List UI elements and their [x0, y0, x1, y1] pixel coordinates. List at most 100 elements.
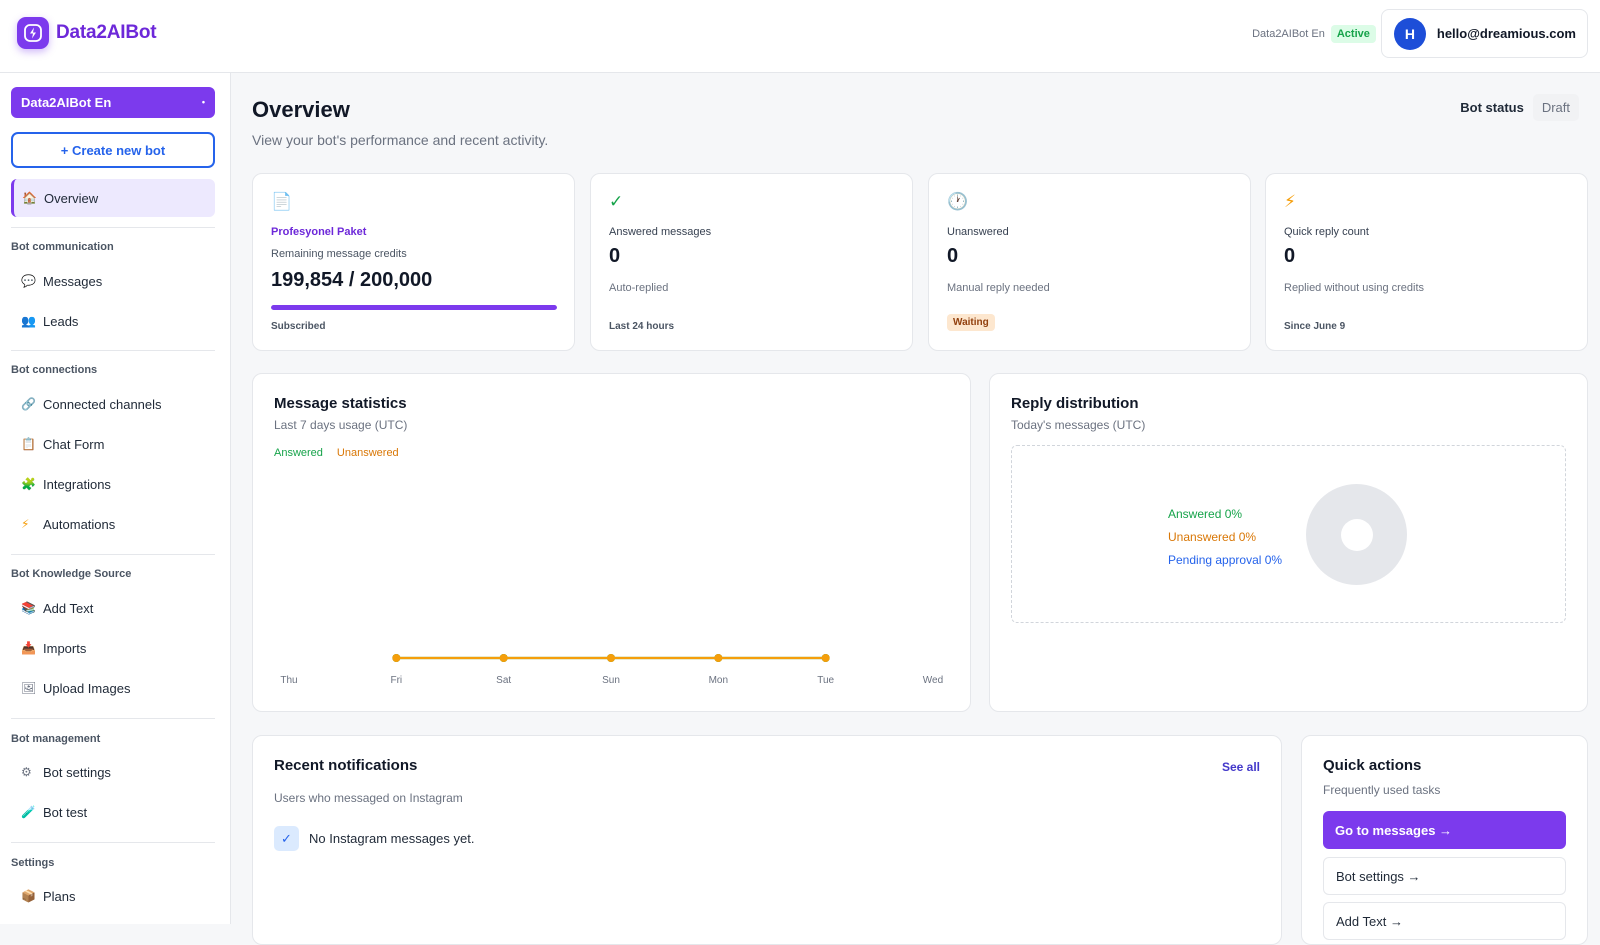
go-to-messages-button[interactable]: Go to messages → [1323, 811, 1566, 849]
add-text-button[interactable]: Add Text → [1323, 902, 1566, 940]
data-point-unanswered[interactable] [607, 654, 615, 662]
bot-selector-label: Data2AIBot En [21, 95, 112, 110]
chart-legend: Answered Unanswered [274, 447, 399, 459]
data-point-unanswered[interactable] [499, 654, 508, 662]
section-bot-connections: Bot connections [11, 364, 98, 376]
lightning-icon: ⚡ [1284, 192, 1296, 211]
divider [11, 842, 215, 843]
section-bot-management: Bot management [11, 733, 101, 745]
document-icon: 📄 [271, 192, 293, 211]
sidebar-item-add-text[interactable]: 📚 Add Text [11, 589, 215, 627]
page-subtitle: View your bot's performance and recent a… [252, 132, 549, 148]
notifications-empty-text: No Instagram messages yet. [309, 831, 475, 846]
x-tick-label: Fri [390, 675, 402, 686]
sidebar-item-label: Imports [43, 640, 87, 656]
sidebar-item-integrations[interactable]: 🧩 Integrations [11, 465, 215, 503]
credits-label: Remaining message credits [271, 248, 407, 260]
sidebar-item-plans[interactable]: 📦 Plans [11, 877, 215, 915]
house-icon: 🏠 [22, 191, 37, 205]
sidebar: Data2AIBot En • + Create new bot 🏠 Overv… [0, 73, 231, 924]
bot-status-value[interactable]: Draft [1532, 94, 1579, 121]
reply-distribution-title: Reply distribution [1011, 395, 1139, 412]
image-icon: 🖼 [21, 681, 37, 695]
unanswered-value: 0 [947, 245, 959, 267]
sidebar-item-messages[interactable]: 💬 Messages [11, 262, 215, 300]
credits-progress-fill [271, 305, 557, 310]
unanswered-label: Unanswered [947, 226, 1009, 238]
checkmark-icon: ✓ [609, 192, 624, 211]
answered-sub: Auto-replied [609, 282, 669, 294]
answered-label: Answered messages [609, 226, 712, 238]
users-icon: 👥 [21, 314, 36, 328]
section-bot-communication: Bot communication [11, 241, 114, 253]
page-title: Overview [252, 97, 350, 122]
package-icon: 📦 [21, 889, 36, 903]
gear-icon: ⚙ [21, 765, 32, 779]
message-statistics-card: Message statistics Last 7 days usage (UT… [252, 373, 971, 712]
lightning-icon: ⚡ [21, 517, 30, 531]
brand-logo-icon [17, 17, 49, 49]
donut-chart [1306, 484, 1407, 585]
x-tick-label: Sat [496, 675, 511, 686]
distribution-box: Answered 0% Unanswered 0% Pending approv… [1011, 445, 1566, 623]
notifications-subtitle: Users who messaged on Instagram [274, 791, 463, 805]
sidebar-item-label: Connected channels [43, 396, 162, 412]
section-knowledge-source: Bot Knowledge Source [11, 568, 132, 580]
create-bot-button[interactable]: + Create new bot [11, 132, 215, 168]
sidebar-item-label: Automations [43, 516, 116, 532]
notifications-title: Recent notifications [274, 757, 418, 774]
legend-answered[interactable]: Answered [274, 447, 323, 459]
check-icon: ✓ [274, 826, 299, 851]
reply-distribution-subtitle: Today's messages (UTC) [1011, 418, 1146, 432]
sidebar-item-connected-channels[interactable]: 🔗 Connected channels [11, 385, 215, 423]
sidebar-item-chat-form[interactable]: 📋 Chat Form [11, 425, 215, 463]
link-icon: 🔗 [21, 397, 36, 411]
notification-empty-row: ✓ No Instagram messages yet. [274, 826, 474, 851]
waiting-badge: Waiting [947, 314, 995, 331]
user-menu[interactable]: H hello@dreamious.com [1380, 9, 1588, 58]
top-right: Data2AIBot En Active H hello@dreamious.c… [1252, 9, 1588, 58]
quick-actions-subtitle: Frequently used tasks [1323, 783, 1441, 797]
quick-reply-footer: Since June 9 [1284, 321, 1346, 332]
bot-selector[interactable]: Data2AIBot En • [11, 87, 215, 118]
form-icon: 📋 [21, 437, 36, 451]
answered-card: ✓ Answered messages 0 Auto-replied Last … [590, 173, 913, 351]
sidebar-item-label: Leads [43, 313, 79, 329]
clock-icon: 🕐 [947, 192, 969, 211]
quick-actions-card: Quick actions Frequently used tasks Go t… [1301, 735, 1588, 945]
unanswered-sub: Manual reply needed [947, 282, 1050, 294]
sidebar-item-upload-images[interactable]: 🖼 Upload Images [11, 669, 215, 707]
unanswered-card: 🕐 Unanswered 0 Manual reply needed Waiti… [928, 173, 1251, 351]
sidebar-item-bot-test[interactable]: 🧪 Bot test [11, 793, 215, 831]
bot-settings-button[interactable]: Bot settings → [1323, 857, 1566, 895]
message-statistics-title: Message statistics [274, 395, 407, 412]
data-point-unanswered[interactable] [821, 654, 830, 662]
donut-hole [1340, 518, 1373, 551]
data-point-unanswered[interactable] [392, 654, 401, 662]
quick-reply-card: ⚡ Quick reply count 0 Replied without us… [1265, 173, 1588, 351]
divider [11, 554, 215, 555]
quick-actions-title: Quick actions [1323, 757, 1422, 774]
sidebar-item-bot-settings[interactable]: ⚙ Bot settings [11, 753, 215, 791]
sidebar-item-automations[interactable]: ⚡ Automations [11, 505, 215, 543]
bot-status-label: Bot status [1460, 100, 1524, 115]
dropdown-dot-icon: • [201, 97, 205, 107]
divider [11, 718, 215, 719]
see-all-link[interactable]: See all [1221, 760, 1260, 774]
x-tick-label: Wed [923, 675, 943, 686]
sidebar-item-overview[interactable]: 🏠 Overview [11, 179, 215, 217]
top-bar: Data2AIBot Data2AIBot En Active H hello@… [0, 0, 1600, 73]
brand[interactable]: Data2AIBot [17, 17, 157, 49]
sidebar-item-label: Integrations [43, 476, 111, 492]
avatar: H [1393, 17, 1426, 50]
legend-unanswered[interactable]: Unanswered [336, 447, 399, 459]
distribution-unanswered: Unanswered 0% [1168, 530, 1257, 544]
sidebar-item-leads[interactable]: 👥 Leads [11, 302, 215, 340]
inbox-tray-icon: 📥 [21, 641, 36, 655]
answered-footer: Last 24 hours [609, 321, 675, 332]
sidebar-item-imports[interactable]: 📥 Imports [11, 629, 215, 667]
divider [11, 227, 215, 228]
user-email: hello@dreamious.com [1436, 26, 1576, 41]
data-point-unanswered[interactable] [714, 654, 723, 662]
line-chart: Thu Fri Sat Sun Mon Tue Wed [280, 654, 943, 686]
